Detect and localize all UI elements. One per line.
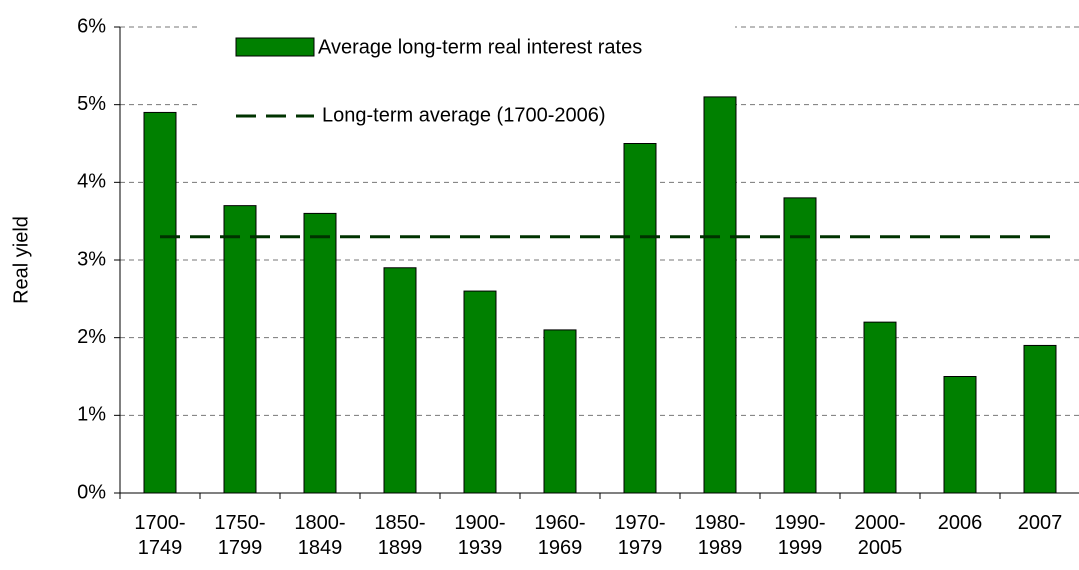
x-tick-label: 2000-2005 (854, 512, 906, 559)
legend-label: Average long-term real interest rates (318, 36, 642, 58)
x-tick-label: 2006 (937, 512, 983, 534)
bar (463, 290, 497, 494)
bar (863, 321, 897, 494)
y-tick-label: 6% (77, 15, 106, 37)
y-tick-label: 1% (77, 404, 106, 426)
bar (223, 205, 257, 494)
bar (383, 267, 417, 494)
bar (703, 96, 737, 494)
y-tick-label: 3% (77, 248, 106, 270)
x-tick-label: 1700-1749 (134, 512, 186, 559)
bar (943, 376, 977, 494)
x-tick-label: 2007 (1017, 512, 1063, 534)
x-tick-label: 1750-1799 (214, 512, 266, 559)
x-tick-label: 1850-1899 (374, 512, 426, 559)
y-tick-label: 5% (77, 93, 106, 115)
x-tick-label: 1980-1989 (694, 512, 746, 559)
x-tick-label: 1990-1999 (774, 512, 826, 559)
x-tick-label: 1900-1939 (454, 512, 506, 559)
bar (623, 143, 657, 494)
bar (783, 197, 817, 494)
legend-swatch (235, 37, 315, 57)
legend-label: Long-term average (1700-2006) (322, 104, 606, 126)
legend-background (200, 12, 735, 130)
x-tick-label: 1970-1979 (614, 512, 666, 559)
bar (143, 111, 177, 494)
x-tick-label: 1800-1849 (294, 512, 346, 559)
y-tick-label: 0% (77, 481, 106, 503)
y-tick-label: 2% (77, 326, 106, 348)
bar (1023, 344, 1057, 494)
bar (543, 329, 577, 494)
y-tick-label: 4% (77, 171, 106, 193)
bar (303, 212, 337, 494)
y-axis-label: Real yield (10, 216, 32, 304)
x-tick-label: 1960-1969 (534, 512, 586, 559)
